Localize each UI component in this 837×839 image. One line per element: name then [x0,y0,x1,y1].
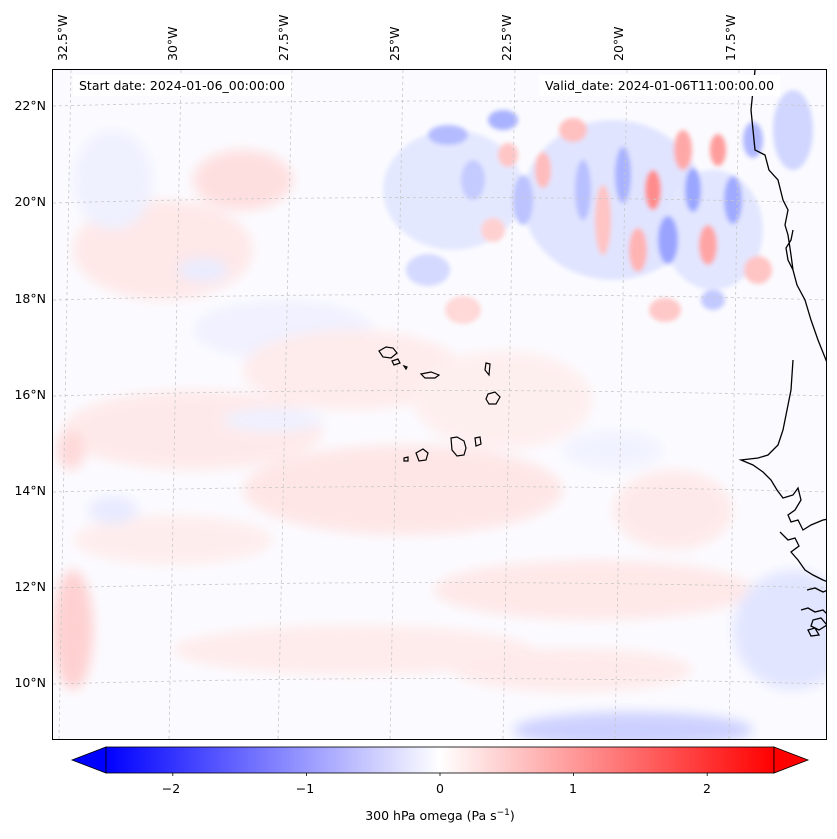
colorbar-gradient [105,746,775,774]
colorbar-tick-minus-2: −2 [161,781,181,796]
colorbar-tick-2: 2 [703,781,711,796]
colorbar-tick-1: 1 [569,781,577,796]
lat-label-20n: 20°N [14,194,46,209]
lat-label-16n: 16°N [14,387,46,402]
graticule [53,70,826,739]
lat-label-12n: 12°N [14,579,46,594]
colorbar-tick-minus-1: −1 [295,781,315,796]
colorbar-label-sup: −1 [496,808,510,818]
omega-field [53,70,826,739]
cape-verde-islands [378,346,501,462]
lon-label-32-5w: 32.5°W [55,14,70,61]
lon-label-27-5w: 27.5°W [276,14,291,61]
lat-label-18n: 18°N [14,291,46,306]
lat-label-22n: 22°N [14,98,46,113]
coastline-south [779,531,826,637]
colorbar [70,746,810,776]
colorbar-extend-min [70,746,107,774]
valid-date-label: Valid_date: 2024-01-06T11:00:00.00 [539,75,781,96]
start-date-label: Start date: 2024-01-06_00:00:00 [73,75,291,96]
lat-label-14n: 14°N [14,483,46,498]
colorbar-label: 300 hPa omega (Pa s−1) [0,808,837,823]
lon-label-25w: 25°W [387,26,402,61]
lon-label-22-5w: 22.5°W [499,14,514,61]
coastline [738,70,826,531]
lon-label-30w: 30°W [165,26,180,61]
lon-label-17-5w: 17.5°W [723,14,738,61]
lon-label-20w: 20°W [611,26,626,61]
lat-label-10n: 10°N [14,675,46,690]
colorbar-label-close: ) [509,808,515,824]
map-plot-area [52,69,827,740]
colorbar-extend-max [773,746,810,774]
colorbar-label-text: 300 hPa omega (Pa s [365,808,497,824]
colorbar-tick-0: 0 [436,781,444,796]
